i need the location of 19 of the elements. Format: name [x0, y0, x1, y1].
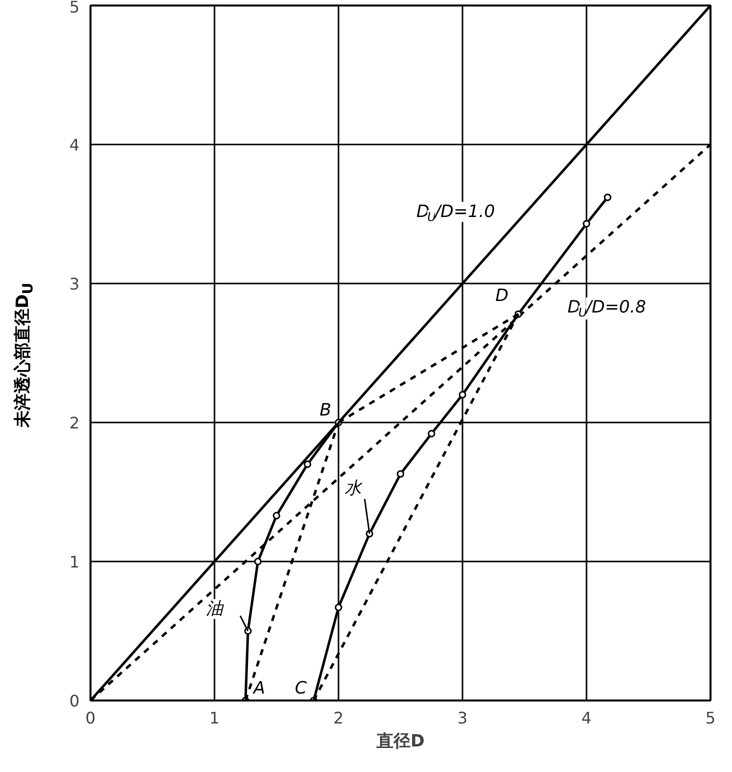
annotation: A: [252, 678, 266, 698]
x-tick-label: 0: [85, 708, 96, 728]
annotation: B: [320, 400, 332, 420]
x-tick-label: 2: [333, 708, 344, 728]
annotation: 水: [344, 478, 362, 499]
annotation: C: [294, 678, 307, 698]
y-tick-label: 2: [69, 414, 80, 432]
y-tick-label: 4: [69, 136, 80, 154]
x-tick-label: 4: [581, 708, 592, 728]
annotation: D: [495, 286, 509, 306]
y-tick-label: 0: [69, 692, 80, 710]
x-tick-label: 3: [457, 708, 468, 728]
y-tick-label: 3: [69, 274, 80, 294]
y-tick-label: 5: [69, 0, 80, 16]
x-axis-title: 直径D: [375, 732, 425, 752]
x-tick-label: 1: [209, 708, 220, 728]
x-tick-label: 5: [705, 708, 716, 728]
annotation: 油: [206, 599, 224, 619]
y-tick-label: 1: [69, 552, 80, 572]
